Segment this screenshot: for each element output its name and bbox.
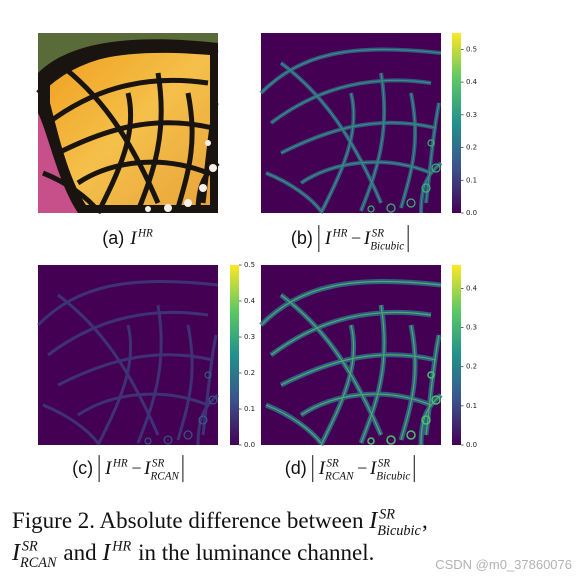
caption-text: and	[58, 540, 103, 565]
colorbar-tick-label: 0.4	[466, 78, 478, 86]
colorbar-tick-label: 0.4	[466, 284, 478, 292]
caption-text: ,	[422, 508, 428, 533]
math-base: I	[104, 458, 113, 479]
math-base: I	[324, 228, 333, 249]
panel-label: (d)	[285, 458, 307, 478]
math-superscript: SR	[372, 227, 385, 239]
colorbar-tick-label: 0.4	[244, 297, 256, 305]
math-superscript: SR	[22, 538, 38, 554]
math-superscript: HR	[112, 457, 128, 469]
math-superscript: SR	[326, 457, 339, 469]
panel-label: (b)	[291, 228, 313, 248]
colorbar-tick-label: 0.3	[244, 333, 255, 341]
caption-text: Figure 2. Absolute difference between	[12, 508, 369, 533]
colorbar-tick-label: 0.2	[244, 369, 255, 377]
colorbar-tick-label: 0.2	[466, 144, 477, 152]
math-superscript: SR	[152, 457, 165, 469]
math-subscript: Bicubic	[377, 523, 421, 539]
math-superscript: HR	[332, 227, 348, 239]
watermark: CSDN @m0_37860076	[435, 557, 572, 572]
colorbar-tick-label: 0.1	[466, 176, 477, 184]
math-operator: −	[351, 228, 361, 248]
colorbar-tick-label: 0.5	[244, 261, 255, 269]
math-base: I	[101, 539, 111, 566]
math-superscript: HR	[137, 227, 153, 239]
colorbar-tick-label: 0.0	[466, 441, 477, 449]
colorbar-tick-label: 0.0	[244, 441, 255, 449]
colorbar-tick-label: 0.0	[466, 209, 477, 217]
heatmap-b	[259, 33, 443, 215]
colorbar-tick-label: 0.2	[466, 363, 477, 371]
math-subscript: Bicubic	[370, 240, 404, 252]
math-superscript: SR	[379, 506, 395, 522]
math-base: I	[11, 539, 21, 566]
math-superscript: SR	[378, 457, 391, 469]
math-subscript: RCAN	[19, 555, 58, 571]
colorbar-b	[452, 33, 461, 213]
math-base: I	[143, 458, 152, 479]
heatmap-c	[36, 265, 220, 447]
math-subscript: RCAN	[149, 470, 179, 482]
math-base: I	[129, 228, 138, 249]
math-operator: −	[131, 458, 141, 478]
math-base: I	[369, 458, 378, 479]
math-base: I	[368, 507, 378, 534]
colorbar-tick-label: 0.5	[466, 45, 477, 53]
colorbar-d	[452, 265, 461, 445]
colorbar-c	[230, 265, 239, 445]
heatmap-d	[261, 265, 441, 445]
butterfly-image	[38, 33, 218, 213]
colorbar-tick-label: 0.3	[466, 324, 477, 332]
colorbar-tick-label: 0.1	[466, 402, 477, 410]
math-subscript: RCAN	[324, 470, 354, 482]
math-subscript: Bicubic	[376, 470, 410, 482]
panel-caption: (a) I HR	[102, 227, 153, 249]
colorbar-tick-label: 0.3	[466, 111, 477, 119]
math-base: I	[363, 228, 372, 249]
panel-label: (c)	[72, 458, 93, 478]
math-operator: −	[357, 458, 367, 478]
caption-text: in the luminance channel.	[132, 540, 374, 565]
colorbar-tick-label: 0.1	[244, 405, 255, 413]
math-superscript: HR	[111, 538, 131, 554]
math-base: I	[318, 458, 327, 479]
panel-label: (a)	[102, 228, 124, 248]
